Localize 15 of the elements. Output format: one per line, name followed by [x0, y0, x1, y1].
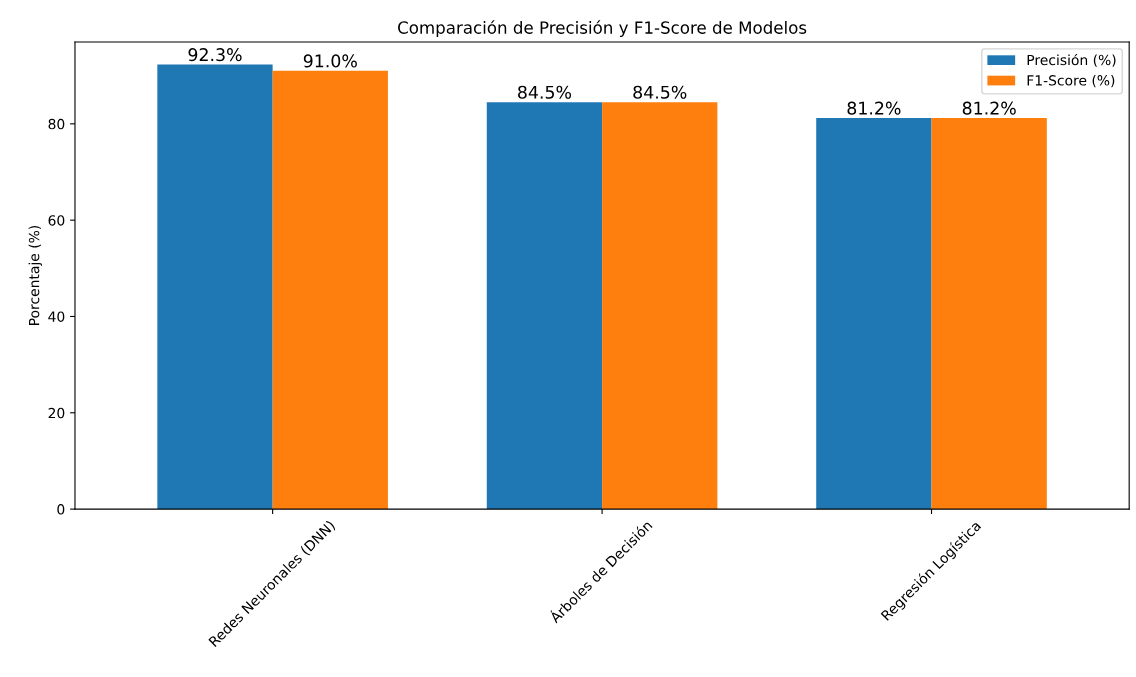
y-tick-label: 80 [48, 118, 65, 130]
data-label: 91.0% [303, 54, 357, 68]
legend-label: F1-Score (%) [1027, 74, 1115, 88]
legend-label: Precisión (%) [1027, 53, 1116, 67]
y-tick-label: 60 [48, 215, 65, 226]
data-label: 84.5% [518, 85, 572, 99]
y-tick-label: 40 [48, 311, 65, 322]
y-tick-label: 0 [57, 504, 65, 515]
y-tick-label: 20 [48, 407, 65, 419]
chart-title: Comparación de Precisión y F1-Score de Modelos [398, 20, 807, 38]
data-label: 92.3% [188, 48, 242, 62]
data-label: 81.2% [962, 101, 1016, 115]
data-label: 84.5% [633, 85, 687, 99]
y-axis-title: Porcentaje (%) [28, 225, 43, 325]
data-label: 81.2% [847, 101, 901, 115]
